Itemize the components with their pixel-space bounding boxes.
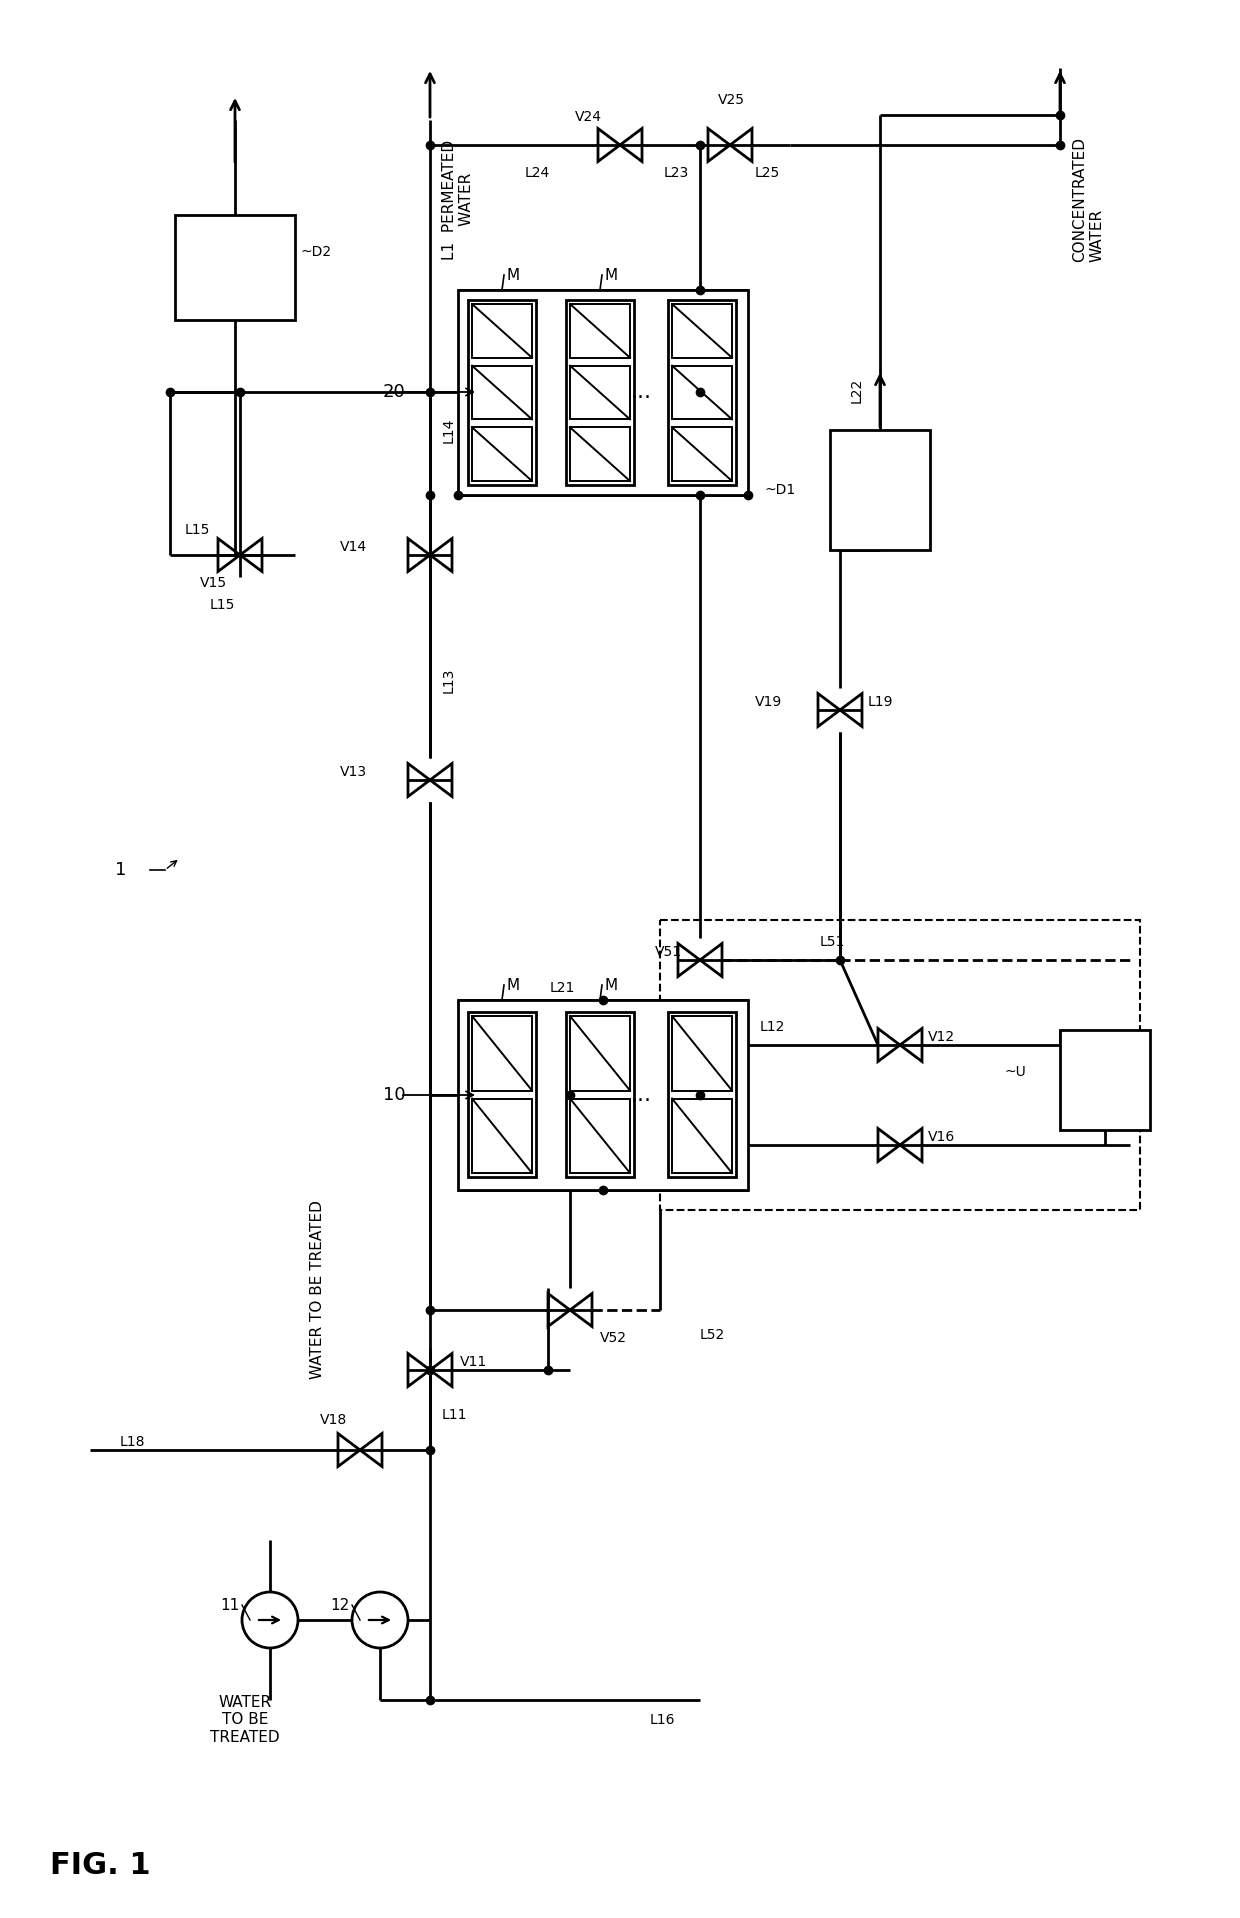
Text: FIG. 1: FIG. 1 — [50, 1851, 150, 1880]
Bar — [472, 303, 532, 357]
Text: ~U: ~U — [1004, 1064, 1027, 1080]
Bar — [672, 303, 732, 357]
Bar — [175, 215, 295, 320]
Bar — [458, 290, 748, 495]
Bar — [472, 1017, 532, 1091]
Bar — [570, 428, 630, 481]
Text: L18: L18 — [120, 1435, 145, 1448]
Text: ...: ... — [630, 382, 651, 403]
Text: V51: V51 — [655, 946, 682, 959]
Text: V11: V11 — [460, 1354, 487, 1369]
Text: V14: V14 — [340, 541, 367, 554]
Text: 12: 12 — [330, 1598, 350, 1613]
Bar — [565, 1013, 634, 1178]
Bar — [672, 1099, 732, 1174]
Text: L22: L22 — [849, 378, 864, 403]
Text: L16: L16 — [650, 1713, 676, 1726]
Bar — [565, 299, 634, 485]
Text: V25: V25 — [718, 92, 745, 107]
Bar — [1060, 1030, 1149, 1130]
Bar — [458, 999, 748, 1189]
Text: L12: L12 — [760, 1020, 785, 1034]
Text: WATER TO BE TREATED: WATER TO BE TREATED — [310, 1201, 325, 1379]
Text: L15: L15 — [210, 598, 236, 612]
Bar — [660, 921, 1140, 1210]
Bar — [467, 299, 536, 485]
Bar — [672, 428, 732, 481]
Text: L23: L23 — [663, 167, 689, 180]
Text: CONCENTRATED
WATER: CONCENTRATED WATER — [1073, 138, 1105, 263]
Text: L13: L13 — [441, 667, 456, 692]
Text: L52: L52 — [701, 1327, 725, 1343]
Bar — [472, 428, 532, 481]
Text: M: M — [604, 978, 618, 992]
Bar — [570, 303, 630, 357]
Bar — [672, 366, 732, 420]
Text: 11: 11 — [219, 1598, 239, 1613]
Bar — [472, 366, 532, 420]
Text: 20: 20 — [383, 384, 405, 401]
Text: ...: ... — [630, 1086, 651, 1105]
Bar — [668, 1013, 737, 1178]
Bar — [830, 430, 930, 550]
Bar — [672, 1017, 732, 1091]
Text: M: M — [604, 267, 618, 282]
Text: V52: V52 — [600, 1331, 627, 1345]
Bar — [668, 299, 737, 485]
Bar — [570, 1099, 630, 1174]
Text: L19: L19 — [868, 694, 894, 710]
Text: WATER
TO BE
TREATED: WATER TO BE TREATED — [211, 1696, 280, 1745]
Text: V12: V12 — [928, 1030, 955, 1043]
Text: L25: L25 — [755, 167, 780, 180]
Text: M: M — [506, 267, 520, 282]
Text: V16: V16 — [928, 1130, 955, 1143]
Text: V18: V18 — [320, 1414, 347, 1427]
Bar — [570, 1017, 630, 1091]
Text: L21: L21 — [551, 980, 575, 995]
Text: ~D1: ~D1 — [765, 483, 796, 497]
Text: V15: V15 — [200, 575, 227, 591]
Text: L11: L11 — [441, 1408, 467, 1421]
Bar — [467, 1013, 536, 1178]
Text: L15: L15 — [185, 524, 211, 537]
Text: 10: 10 — [383, 1086, 405, 1105]
Text: L1  PERMEATED
       WATER: L1 PERMEATED WATER — [441, 140, 475, 261]
Text: V13: V13 — [340, 765, 367, 779]
Bar — [570, 366, 630, 420]
Bar — [472, 1099, 532, 1174]
Text: ~D2: ~D2 — [300, 246, 331, 259]
Text: 1: 1 — [115, 861, 126, 878]
Text: M: M — [506, 978, 520, 992]
Text: L14: L14 — [441, 418, 456, 443]
Text: L51: L51 — [820, 934, 846, 949]
Text: V19: V19 — [755, 694, 782, 710]
Text: L24: L24 — [525, 167, 551, 180]
Text: V24: V24 — [575, 109, 601, 125]
